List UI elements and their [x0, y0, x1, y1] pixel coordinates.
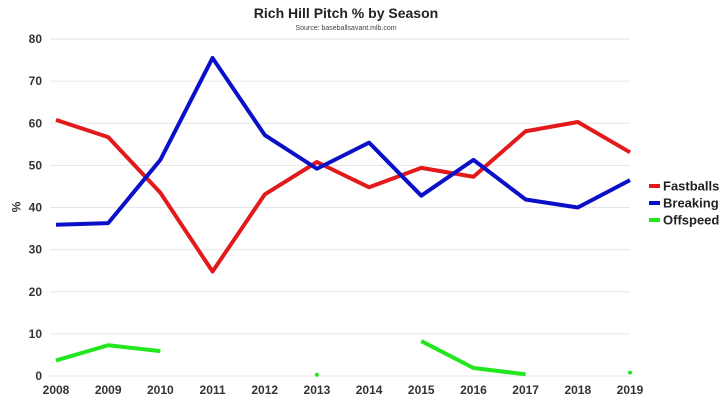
chart-title: Rich Hill Pitch % by Season: [254, 5, 438, 21]
y-axis-label: %: [9, 202, 23, 213]
series-line-offspeed: [55, 343, 161, 363]
x-tick-label: 2008: [43, 383, 70, 397]
x-tick-label: 2010: [147, 383, 174, 397]
legend-label-fastballs: Fastballs: [663, 179, 719, 194]
y-tick-label: 40: [29, 201, 43, 215]
x-tick-label: 2014: [356, 383, 383, 397]
y-tick-label: 10: [29, 327, 43, 341]
x-tick-label: 2012: [251, 383, 278, 397]
y-tick-label: 20: [29, 285, 43, 299]
x-tick-label: 2013: [304, 383, 331, 397]
gridlines: [50, 38, 630, 377]
series-point-offspeed: [314, 372, 319, 377]
legend-label-offspeed: Offspeed: [663, 213, 719, 228]
series-line-offspeed: [420, 339, 526, 377]
x-tick-label: 2009: [95, 383, 122, 397]
x-tick-label: 2017: [512, 383, 539, 397]
x-tick-label: 2011: [200, 383, 226, 397]
y-tick-label: 70: [29, 74, 43, 88]
legend: Fastballs Breaking Offspeed: [649, 179, 719, 228]
y-tick-label: 30: [29, 243, 43, 257]
series-lines: [55, 55, 632, 377]
series-point-offspeed: [628, 370, 632, 375]
y-tick-label: 50: [29, 158, 43, 172]
chart-subtitle: Source: baseballsavant.mlb.com: [295, 25, 396, 32]
x-tick-label: 2015: [408, 383, 435, 397]
x-axis-ticks: 2008 2009 2010 2011 2012 2013 2014 2015 2016 2017…: [43, 383, 644, 397]
x-tick-label: 2018: [564, 383, 591, 397]
series-line-breaking: [55, 55, 631, 227]
y-tick-label: 80: [29, 32, 43, 46]
x-tick-label: 2019: [617, 383, 644, 397]
y-tick-label: 60: [29, 116, 43, 130]
x-tick-label: 2016: [460, 383, 487, 397]
y-axis-ticks: 0 10 20 30 40 50 60 70 80: [29, 32, 43, 383]
y-tick-label: 0: [35, 369, 42, 383]
series-line-fastballs: [55, 117, 632, 274]
legend-label-breaking: Breaking: [663, 196, 719, 211]
